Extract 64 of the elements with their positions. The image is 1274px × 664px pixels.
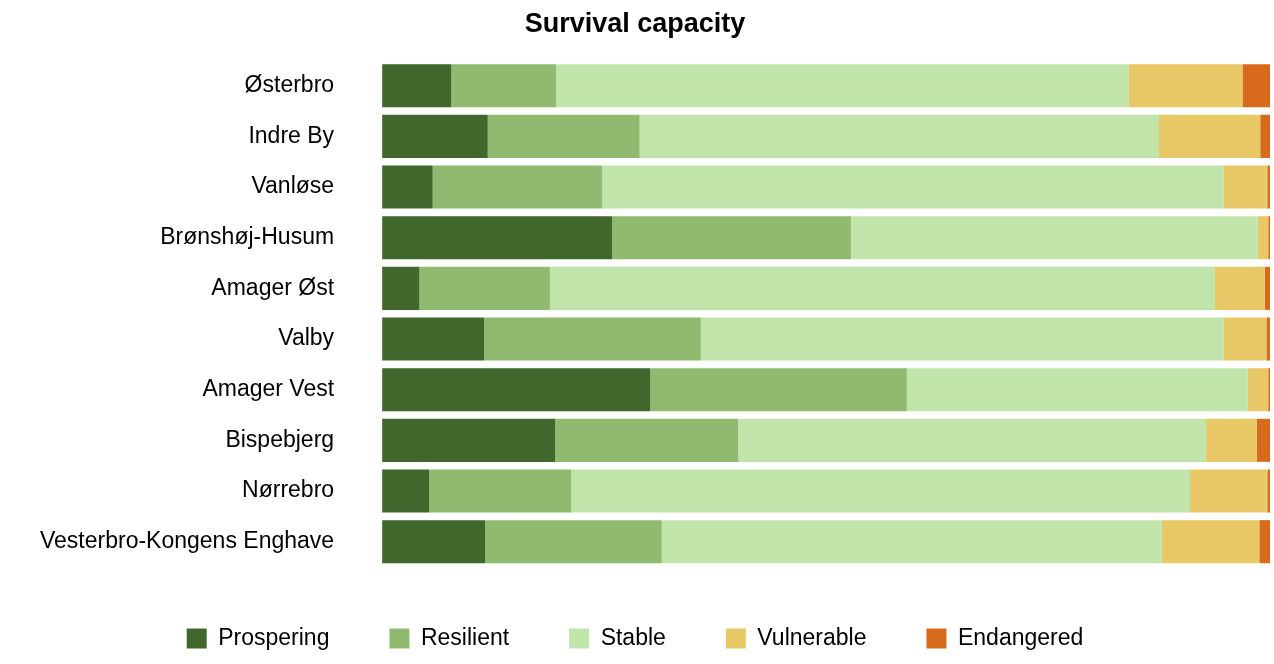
legend-label: Endangered <box>957 623 1084 650</box>
y-tick-label: Brønshøj-Husum <box>160 223 335 250</box>
bar <box>1267 469 1270 513</box>
bar <box>485 520 662 564</box>
legend-label: Resilient <box>420 623 510 650</box>
bar <box>571 469 1191 513</box>
bar <box>1206 418 1257 462</box>
bar <box>382 520 486 564</box>
bar <box>906 368 1248 412</box>
bar <box>382 114 488 158</box>
bar <box>487 114 640 158</box>
bar <box>382 165 433 209</box>
y-tick-label: Nørrebro <box>242 476 335 503</box>
bar <box>700 317 1224 361</box>
bar <box>382 469 430 513</box>
y-tick-label: Valby <box>278 324 335 351</box>
bar <box>850 216 1258 260</box>
bar <box>1247 368 1269 412</box>
bar <box>382 64 452 108</box>
y-tick-label: Indre By <box>248 121 335 148</box>
bar <box>1214 266 1265 310</box>
bar <box>612 216 851 260</box>
bar <box>432 165 603 209</box>
bar <box>382 418 556 462</box>
legend-label: Stable <box>600 623 666 650</box>
bar <box>1256 418 1270 462</box>
bar <box>1128 64 1243 108</box>
bar <box>1259 520 1270 564</box>
y-tick-label: Bispebjerg <box>225 425 335 452</box>
bar <box>555 418 739 462</box>
bar <box>602 165 1224 209</box>
bar <box>382 216 613 260</box>
bar <box>1260 114 1270 158</box>
bar <box>549 266 1215 310</box>
bar <box>419 266 550 310</box>
bar <box>1257 216 1269 260</box>
bar <box>556 64 1129 108</box>
y-tick-label: Vanløse <box>251 172 335 199</box>
bar <box>382 266 420 310</box>
bar <box>1223 165 1268 209</box>
bar <box>650 368 907 412</box>
bar <box>382 317 485 361</box>
bar <box>484 317 701 361</box>
bar <box>1264 266 1270 310</box>
bar <box>661 520 1162 564</box>
legend-label: Vulnerable <box>757 623 867 650</box>
bar <box>1159 114 1261 158</box>
bar <box>382 368 651 412</box>
chart-title: Survival capacity <box>524 7 746 38</box>
bar <box>1242 64 1270 108</box>
bar <box>738 418 1207 462</box>
bar <box>1266 317 1270 361</box>
y-tick-label: Østerbro <box>244 71 335 98</box>
bar <box>1223 317 1267 361</box>
bar <box>1267 165 1270 209</box>
bar <box>451 64 557 108</box>
y-tick-label: Vesterbro-Kongens Enghave <box>40 527 335 554</box>
bar <box>1190 469 1268 513</box>
bar <box>639 114 1160 158</box>
bar <box>429 469 572 513</box>
y-tick-label: Amager Øst <box>211 273 335 300</box>
legend-label: Prospering <box>218 623 330 650</box>
bar <box>1161 520 1260 564</box>
y-tick-label: Amager Vest <box>202 375 335 402</box>
